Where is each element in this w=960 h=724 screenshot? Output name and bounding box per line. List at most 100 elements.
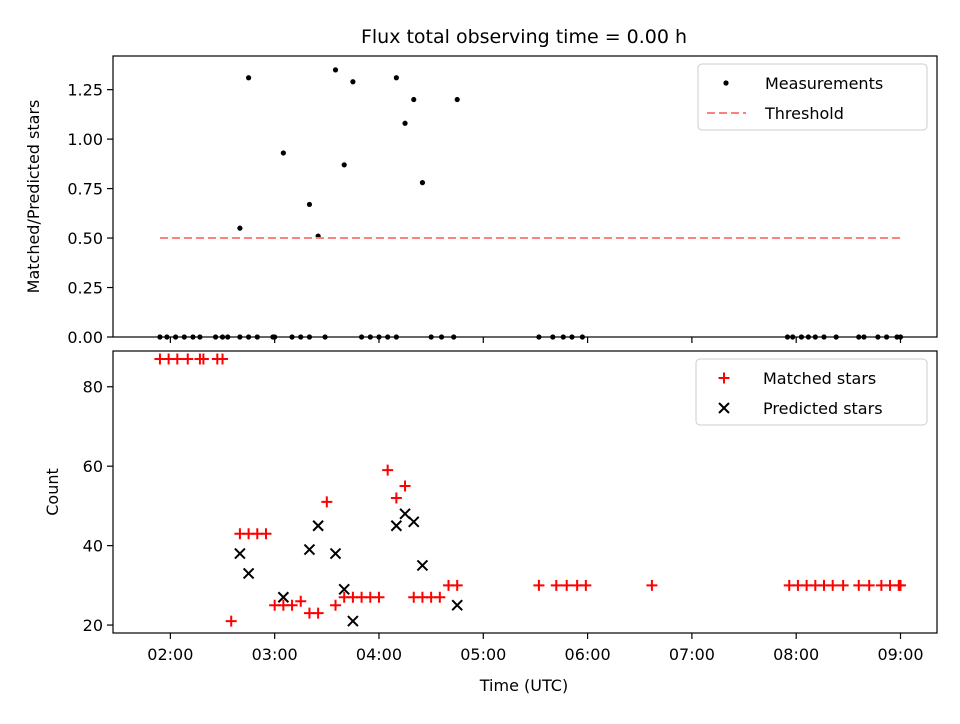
matched-star-point: [838, 580, 849, 591]
x-tick-label: 04:00: [356, 645, 402, 664]
legend: Matched starsPredicted stars: [696, 359, 927, 425]
matched-star-point: [400, 481, 411, 492]
x-axis-label: Time (UTC): [479, 676, 568, 695]
x-tick-label: 02:00: [147, 645, 193, 664]
measurement-point: [411, 97, 416, 102]
top-panel: 0.00 0.25 0.50 0.75 1.00 1.25 Matched/Predicte…: [24, 56, 937, 347]
matched-star-point: [226, 616, 237, 627]
y-tick-label: 80: [83, 378, 103, 397]
y-axis-label: Count: [43, 468, 62, 516]
x-tick-label: 07:00: [669, 645, 715, 664]
y-tick-label: 0.50: [67, 229, 103, 248]
x-tick-label: 03:00: [252, 645, 298, 664]
measurement-point: [182, 334, 187, 339]
y-tick-label: 40: [83, 537, 103, 556]
measurement-point: [307, 202, 312, 207]
measurement-point: [368, 334, 373, 339]
measurement-point: [451, 334, 456, 339]
measurement-point: [402, 121, 407, 126]
measurement-point: [875, 334, 880, 339]
measurement-point: [289, 334, 294, 339]
measurement-point: [350, 79, 355, 84]
measurement-point: [342, 162, 347, 167]
measurement-point: [821, 334, 826, 339]
predicted-star-point: [348, 616, 358, 626]
matched-star-point: [373, 592, 384, 603]
chart: Flux total observing time = 0.00 h 0.00 0…: [0, 0, 960, 720]
matched-star-point: [330, 600, 341, 611]
matched-star-point: [382, 465, 393, 476]
matched-star-point: [561, 580, 572, 591]
matched-star-point: [580, 580, 591, 591]
measurement-point: [813, 334, 818, 339]
measurement-point: [376, 334, 381, 339]
measurement-point: [157, 334, 162, 339]
measurement-point: [298, 334, 303, 339]
matched-star-point: [260, 528, 271, 539]
measurement-point: [856, 334, 861, 339]
measurement-point: [898, 334, 903, 339]
measurement-point: [220, 334, 225, 339]
predicted-star-point: [409, 517, 419, 527]
matched-star-point: [217, 353, 228, 364]
measurement-point: [550, 334, 555, 339]
measurement-point: [429, 334, 434, 339]
y-tick-label: 0.00: [67, 328, 103, 347]
measurement-point: [237, 334, 242, 339]
measurement-point: [322, 334, 327, 339]
predicted-star-point: [244, 568, 254, 578]
measurement-point: [561, 334, 566, 339]
measurement-point: [455, 97, 460, 102]
measurement-point: [197, 334, 202, 339]
measurement-point: [333, 67, 338, 72]
predicted-star-point: [331, 549, 341, 559]
predicted-star-point: [304, 545, 314, 555]
matched-star-point: [646, 580, 657, 591]
legend-dot-icon: [723, 80, 728, 85]
legend-label: Threshold: [764, 104, 844, 123]
measurement-point: [861, 334, 866, 339]
matched-star-point: [853, 580, 864, 591]
matched-star-point: [452, 580, 463, 591]
measurement-point: [246, 75, 251, 80]
measurement-point: [385, 334, 390, 339]
matched-star-point: [533, 580, 544, 591]
measurement-point: [190, 334, 195, 339]
x-tick-label: 09:00: [877, 645, 923, 664]
measurement-point: [799, 334, 804, 339]
measurement-point: [237, 226, 242, 231]
measurement-point: [785, 334, 790, 339]
y-tick-label: 20: [83, 616, 103, 635]
matched-star-point: [827, 580, 838, 591]
bottom-panel: 2040608002:00 03:00 04:00 05:00 06:00 07:00 08…: [43, 351, 937, 664]
matched-star-point: [182, 353, 193, 364]
predicted-star-point: [417, 560, 427, 570]
measurement-point: [569, 334, 574, 339]
measurement-point: [580, 334, 585, 339]
legend: MeasurementsThreshold: [698, 64, 927, 130]
measurement-point: [272, 334, 277, 339]
measurement-point: [420, 180, 425, 185]
measurement-point: [225, 334, 230, 339]
x-tick-label: 06:00: [565, 645, 611, 664]
matched-star-point: [864, 580, 875, 591]
predicted-star-point: [452, 600, 462, 610]
y-tick-label: 0.25: [67, 279, 103, 298]
measurement-point: [281, 150, 286, 155]
predicted-star-point: [235, 549, 245, 559]
measurement-point: [255, 334, 260, 339]
x-tick-label: 05:00: [460, 645, 506, 664]
measurement-point: [439, 334, 444, 339]
y-tick-label: 60: [83, 457, 103, 476]
matched-star-point: [321, 496, 332, 507]
measurement-point: [790, 334, 795, 339]
y-tick-label: 0.75: [67, 180, 103, 199]
chart-title: Flux total observing time = 0.00 h: [361, 26, 687, 48]
y-axis-label: Matched/Predicted stars: [24, 100, 43, 294]
measurement-point: [164, 334, 169, 339]
measurement-point: [173, 334, 178, 339]
y-tick-label: 1.00: [67, 130, 103, 149]
predicted-star-point: [313, 521, 323, 531]
measurement-point: [246, 334, 251, 339]
measurement-point: [307, 334, 312, 339]
